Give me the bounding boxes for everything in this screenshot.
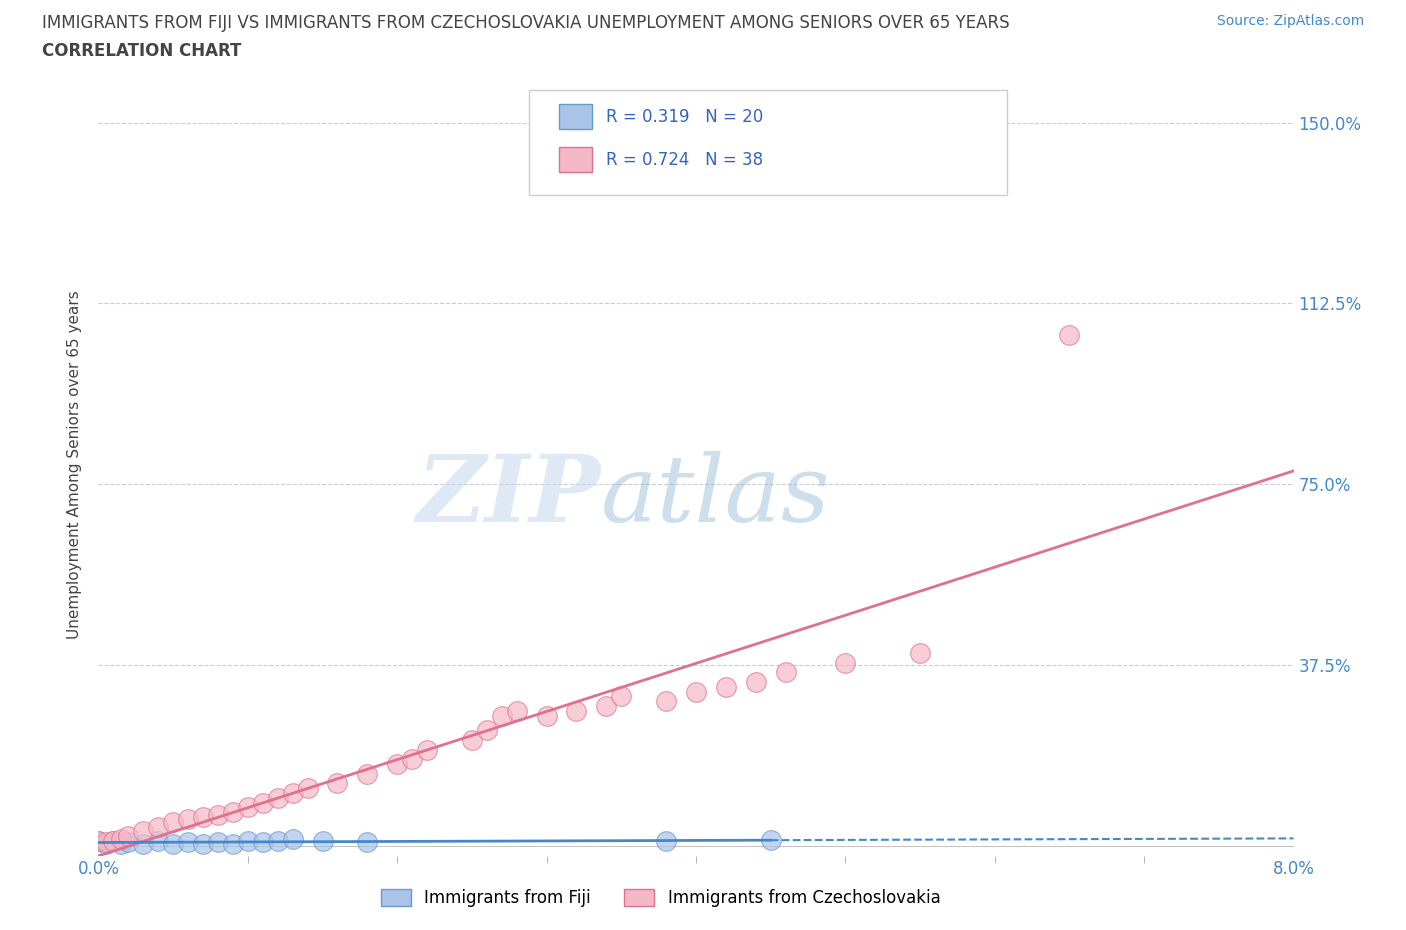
- Point: [461, 733, 484, 748]
- Point: [610, 689, 633, 704]
- Point: [775, 665, 797, 680]
- Point: [162, 815, 184, 830]
- FancyBboxPatch shape: [558, 104, 592, 129]
- Point: [267, 790, 290, 805]
- Point: [506, 703, 529, 718]
- Point: [401, 751, 423, 766]
- Point: [685, 684, 707, 699]
- Point: [94, 836, 117, 851]
- Point: [834, 656, 856, 671]
- Point: [87, 833, 110, 848]
- Point: [117, 829, 139, 844]
- Point: [475, 723, 498, 737]
- Point: [94, 834, 117, 849]
- Point: [87, 833, 110, 848]
- Point: [110, 831, 132, 846]
- Point: [595, 698, 617, 713]
- Point: [162, 836, 184, 851]
- Point: [132, 836, 155, 851]
- Point: [908, 645, 931, 660]
- Point: [311, 833, 333, 848]
- Point: [536, 709, 558, 724]
- Point: [177, 812, 200, 827]
- Point: [132, 824, 155, 839]
- Point: [281, 831, 304, 846]
- Point: [252, 795, 274, 810]
- Point: [655, 833, 678, 848]
- Legend: Immigrants from Fiji, Immigrants from Czechoslovakia: Immigrants from Fiji, Immigrants from Cz…: [371, 879, 950, 917]
- Text: IMMIGRANTS FROM FIJI VS IMMIGRANTS FROM CZECHOSLOVAKIA UNEMPLOYMENT AMONG SENIOR: IMMIGRANTS FROM FIJI VS IMMIGRANTS FROM …: [42, 14, 1010, 32]
- Point: [207, 834, 229, 849]
- Point: [565, 703, 588, 718]
- Text: ZIP: ZIP: [416, 451, 600, 541]
- Point: [117, 834, 139, 849]
- Point: [1059, 327, 1081, 342]
- Text: CORRELATION CHART: CORRELATION CHART: [42, 42, 242, 60]
- Point: [252, 834, 274, 849]
- Point: [416, 742, 439, 757]
- Point: [491, 709, 513, 724]
- Text: Source: ZipAtlas.com: Source: ZipAtlas.com: [1216, 14, 1364, 28]
- Point: [745, 674, 768, 689]
- Point: [385, 756, 409, 771]
- Point: [148, 833, 170, 848]
- Point: [236, 800, 259, 815]
- Point: [759, 832, 782, 847]
- Point: [191, 836, 214, 851]
- Point: [326, 776, 349, 790]
- Point: [103, 833, 125, 848]
- Point: [356, 834, 378, 849]
- Point: [236, 833, 259, 848]
- Point: [222, 804, 245, 819]
- Point: [297, 780, 319, 795]
- Point: [655, 694, 678, 709]
- Text: R = 0.724   N = 38: R = 0.724 N = 38: [606, 151, 763, 168]
- Point: [207, 807, 229, 822]
- FancyBboxPatch shape: [529, 90, 1007, 195]
- Text: R = 0.319   N = 20: R = 0.319 N = 20: [606, 108, 763, 126]
- Point: [222, 836, 245, 851]
- FancyBboxPatch shape: [558, 147, 592, 172]
- Point: [714, 680, 737, 695]
- Point: [177, 834, 200, 849]
- Point: [356, 766, 378, 781]
- Text: atlas: atlas: [600, 451, 830, 541]
- Point: [110, 836, 132, 851]
- Point: [148, 819, 170, 834]
- Point: [267, 833, 290, 848]
- Point: [103, 833, 125, 848]
- Y-axis label: Unemployment Among Seniors over 65 years: Unemployment Among Seniors over 65 years: [67, 291, 83, 640]
- Point: [191, 810, 214, 825]
- Point: [281, 786, 304, 801]
